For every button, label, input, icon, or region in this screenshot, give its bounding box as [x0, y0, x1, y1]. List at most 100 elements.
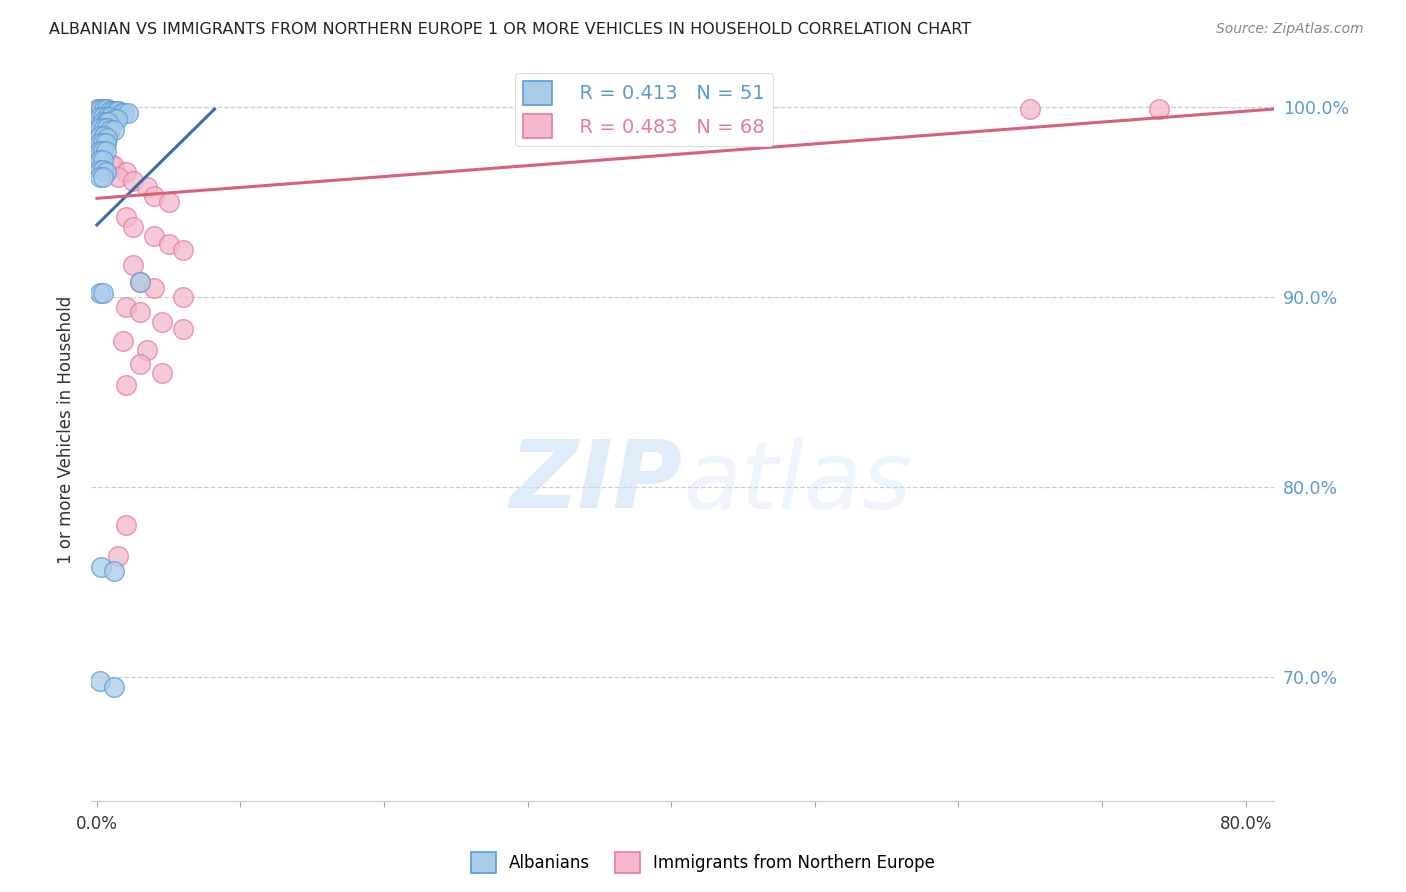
Point	[91, 162, 114, 177]
Point	[98, 110, 121, 124]
Point	[172, 243, 194, 257]
Point	[89, 136, 111, 151]
Text: 80.0%: 80.0%	[1219, 815, 1272, 833]
Point	[91, 110, 114, 124]
Point	[103, 564, 125, 578]
Point	[157, 236, 180, 251]
Point	[112, 105, 135, 120]
Point	[143, 189, 166, 203]
Point	[1019, 102, 1042, 116]
Point	[87, 102, 110, 116]
Point	[89, 155, 111, 169]
Point	[94, 125, 117, 139]
Text: 0.0%: 0.0%	[76, 815, 118, 833]
Point	[101, 110, 124, 124]
Point	[94, 144, 117, 158]
Point	[91, 170, 114, 185]
Point	[114, 300, 136, 314]
Point	[96, 110, 118, 124]
Point	[89, 128, 111, 143]
Point	[91, 123, 114, 137]
Point	[103, 123, 125, 137]
Legend: Albanians, Immigrants from Northern Europe: Albanians, Immigrants from Northern Euro…	[464, 846, 942, 880]
Point	[107, 103, 129, 118]
Point	[114, 377, 136, 392]
Point	[117, 105, 139, 120]
Point	[89, 110, 111, 124]
Point	[91, 144, 114, 158]
Point	[110, 105, 132, 120]
Point	[114, 164, 136, 178]
Point	[121, 219, 143, 234]
Point	[103, 112, 125, 126]
Point	[172, 290, 194, 304]
Point	[121, 174, 143, 188]
Point	[94, 119, 117, 133]
Point	[136, 343, 159, 358]
Point	[143, 280, 166, 294]
Point	[105, 112, 128, 126]
Point	[101, 103, 124, 118]
Point	[91, 136, 114, 151]
Point	[94, 136, 117, 151]
Point	[104, 103, 127, 118]
Point	[96, 121, 118, 136]
Point	[103, 159, 125, 173]
Point	[100, 157, 122, 171]
Y-axis label: 1 or more Vehicles in Household: 1 or more Vehicles in Household	[58, 296, 75, 565]
Point	[114, 211, 136, 225]
Point	[91, 153, 114, 168]
Point	[90, 102, 112, 116]
Point	[157, 195, 180, 210]
Point	[91, 140, 114, 154]
Point	[90, 108, 112, 122]
Point	[89, 162, 111, 177]
Point	[91, 115, 114, 129]
Point	[129, 357, 152, 371]
Point	[93, 108, 115, 122]
Point	[91, 128, 114, 143]
Point	[103, 680, 125, 694]
Point	[129, 275, 152, 289]
Point	[91, 119, 114, 133]
Point	[91, 147, 114, 161]
Point	[89, 140, 111, 154]
Point	[89, 153, 111, 168]
Point	[129, 275, 152, 289]
Point	[89, 128, 111, 143]
Point	[91, 134, 114, 148]
Point	[98, 123, 121, 137]
Text: Source: ZipAtlas.com: Source: ZipAtlas.com	[1216, 22, 1364, 37]
Text: ZIP: ZIP	[510, 436, 683, 528]
Point	[89, 144, 111, 158]
Text: ALBANIAN VS IMMIGRANTS FROM NORTHERN EUROPE 1 OR MORE VEHICLES IN HOUSEHOLD CORR: ALBANIAN VS IMMIGRANTS FROM NORTHERN EUR…	[49, 22, 972, 37]
Point	[98, 110, 121, 124]
Point	[98, 103, 121, 118]
Point	[89, 123, 111, 137]
Point	[104, 103, 127, 118]
Point	[87, 108, 110, 122]
Point	[129, 305, 152, 319]
Text: atlas: atlas	[683, 436, 911, 527]
Point	[143, 229, 166, 244]
Point	[94, 113, 117, 128]
Point	[1149, 102, 1171, 116]
Point	[93, 128, 115, 143]
Point	[89, 113, 111, 128]
Point	[90, 560, 112, 574]
Point	[107, 549, 129, 563]
Point	[172, 322, 194, 336]
Point	[89, 286, 111, 301]
Point	[107, 170, 129, 185]
Point	[93, 102, 115, 116]
Point	[94, 128, 117, 143]
Legend:   R = 0.413   N = 51,   R = 0.483   N = 68: R = 0.413 N = 51, R = 0.483 N = 68	[515, 73, 773, 145]
Point	[89, 145, 111, 160]
Point	[98, 103, 121, 118]
Point	[96, 110, 118, 124]
Point	[89, 170, 111, 185]
Point	[89, 673, 111, 688]
Point	[96, 130, 118, 145]
Point	[136, 180, 159, 194]
Point	[94, 164, 117, 178]
